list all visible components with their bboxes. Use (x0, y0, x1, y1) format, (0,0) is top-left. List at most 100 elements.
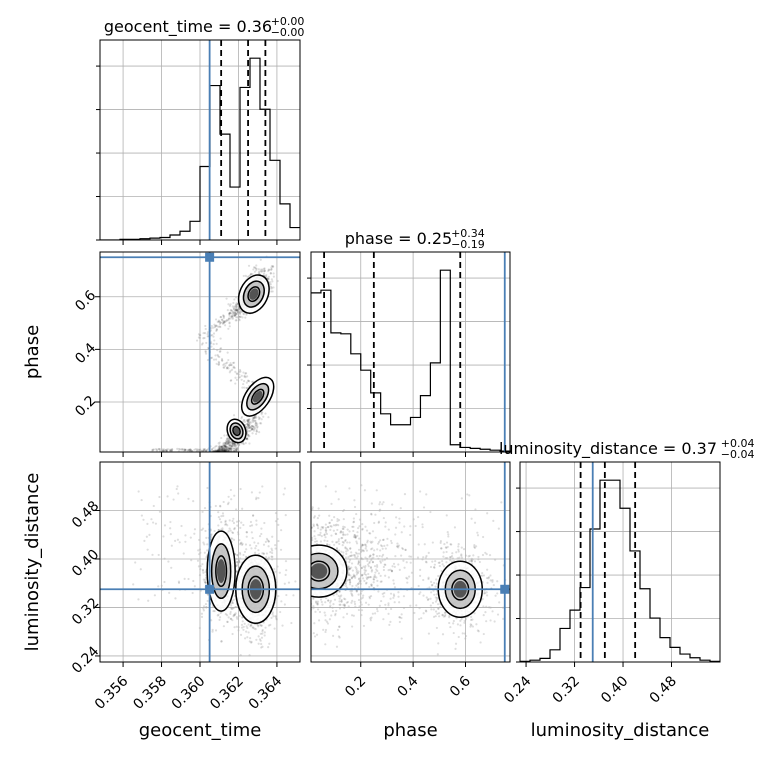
sample-point (470, 559, 473, 562)
sample-point (232, 517, 235, 520)
sample-point (328, 543, 331, 547)
sample-point (317, 619, 321, 622)
sample-point (227, 444, 231, 447)
sample-point (342, 603, 345, 607)
sample-point (235, 305, 238, 308)
sample-point (471, 625, 475, 628)
sample-point (146, 548, 149, 551)
sample-point (351, 589, 354, 592)
sample-point (377, 542, 380, 545)
sample-point (247, 631, 250, 634)
sample-point (249, 637, 252, 640)
sample-point (313, 535, 316, 538)
sample-point (235, 312, 238, 315)
sample-point (227, 448, 231, 451)
sample-point (355, 540, 358, 543)
sample-point (235, 570, 238, 573)
y-tick-label: 0.24 (69, 643, 102, 676)
sample-point (370, 569, 374, 572)
sample-point (230, 315, 233, 318)
sample-point (338, 600, 341, 603)
title-plus-error: +0.34 (451, 227, 485, 240)
sample-point (378, 554, 381, 558)
sample-point (229, 449, 232, 452)
sample-point (322, 628, 325, 631)
sample-point (210, 345, 213, 348)
sample-point (379, 544, 383, 547)
sample-point (283, 582, 286, 585)
sample-point (361, 577, 365, 580)
sample-point (196, 559, 200, 562)
sample-point (210, 619, 213, 622)
sample-point (220, 515, 223, 518)
sample-point (429, 604, 432, 607)
sample-point (397, 544, 401, 547)
sample-point (206, 448, 210, 451)
sample-point (229, 440, 232, 443)
sample-point (360, 543, 364, 546)
sample-point (424, 609, 428, 612)
sample-point (225, 446, 229, 449)
sample-point (229, 363, 233, 367)
sample-point (227, 303, 230, 306)
sample-point (486, 594, 489, 597)
sample-point (193, 448, 196, 451)
sample-point (456, 623, 460, 626)
sample-point (220, 357, 224, 361)
sample-point (389, 568, 392, 571)
sample-point (333, 543, 336, 546)
sample-point (236, 524, 239, 527)
sample-point (362, 549, 365, 552)
sample-point (270, 266, 273, 269)
sample-point (463, 621, 466, 624)
sample-point (336, 541, 339, 544)
sample-point (468, 559, 471, 563)
sample-point (272, 275, 275, 278)
sample-point (252, 425, 255, 429)
sample-point (344, 538, 347, 542)
sample-point (213, 326, 217, 329)
sample-point (224, 444, 227, 448)
sample-point (334, 524, 337, 527)
sample-point (278, 571, 281, 574)
sample-point (454, 647, 457, 650)
sample-point (151, 448, 154, 451)
sample-point (229, 617, 232, 620)
sample-point (226, 438, 229, 441)
sample-point (224, 320, 227, 323)
sample-point (409, 525, 412, 528)
sample-point (355, 567, 358, 570)
sample-point (358, 581, 361, 584)
sample-point (235, 316, 238, 319)
sample-point (343, 604, 346, 607)
sample-point (221, 448, 224, 452)
sample-point (318, 610, 322, 614)
sample-point (230, 363, 233, 367)
sample-point (202, 605, 206, 608)
sample-point (230, 446, 233, 449)
sample-point (230, 447, 233, 451)
sample-point (253, 417, 256, 420)
sample-point (205, 449, 208, 452)
sample-point (335, 645, 339, 648)
sample-point (461, 632, 464, 635)
sample-point (402, 595, 406, 598)
sample-point (206, 543, 209, 546)
sample-point (231, 442, 235, 445)
sample-point (430, 591, 433, 594)
sample-point (362, 594, 365, 597)
sample-point (246, 422, 249, 426)
sample-point (239, 633, 243, 636)
sample-point (159, 448, 162, 451)
sample-point (213, 529, 216, 533)
sample-point (377, 572, 381, 575)
sample-point (240, 543, 244, 547)
sample-point (201, 527, 205, 530)
sample-point (429, 565, 433, 569)
sample-point (132, 583, 135, 586)
sample-point (319, 540, 323, 543)
sample-point (230, 448, 233, 451)
sample-point (184, 540, 187, 543)
sample-point (353, 602, 357, 606)
sample-point (247, 419, 250, 422)
